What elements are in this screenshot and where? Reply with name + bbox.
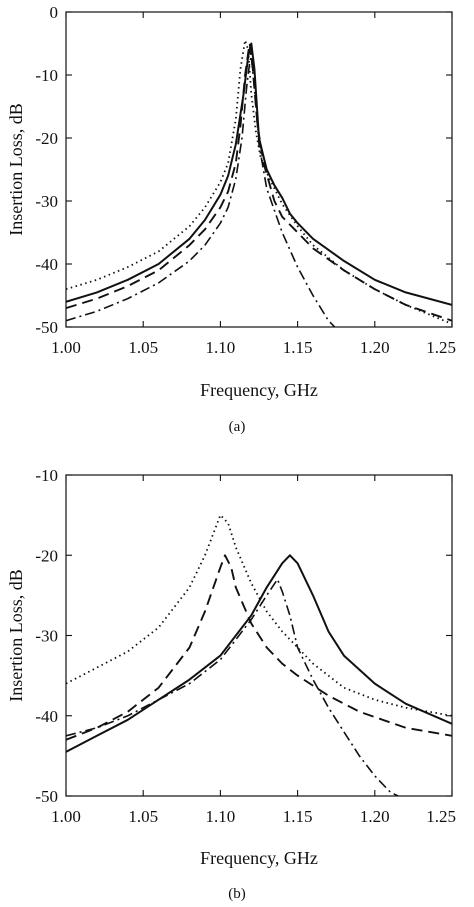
y-tick-label: -40	[35, 255, 58, 274]
x-tick-label: 1.25	[426, 807, 456, 826]
y-tick-label: -30	[35, 627, 58, 646]
x-tick-label: 1.10	[206, 807, 236, 826]
x-tick-label: 1.05	[128, 807, 158, 826]
x-tick-label: 1.20	[360, 338, 390, 357]
y-tick-label: -10	[35, 466, 58, 485]
y-tick-label: -30	[35, 192, 58, 211]
x-tick-label: 1.15	[283, 338, 313, 357]
series-line-dashed	[66, 42, 452, 322]
series-line-solid	[66, 554, 452, 753]
y-tick-label: 0	[50, 3, 59, 22]
series-line-dash-dot	[66, 578, 399, 796]
x-tick-label: 1.20	[360, 807, 390, 826]
y-tick-label: -50	[35, 787, 58, 806]
x-axis-title: Frequency, GHz	[200, 380, 318, 400]
figure-caption: (a)	[229, 419, 246, 435]
y-tick-label: -50	[35, 318, 58, 337]
x-tick-label: 1.10	[206, 338, 236, 357]
x-tick-label: 1.00	[51, 338, 81, 357]
y-tick-label: -40	[35, 707, 58, 726]
chart-0: 1.00 1.05 1.10 1.15 1.20 1.25 0 -10 -20 -30 -40 -50…	[6, 3, 456, 435]
series-line-solid	[66, 42, 452, 306]
series-line-dotted	[66, 514, 452, 717]
series-line-dash-dot	[66, 55, 336, 327]
x-tick-label: 1.05	[128, 338, 158, 357]
series-line-dotted	[66, 39, 452, 325]
y-axis-title: Insertion Loss, dB	[6, 103, 26, 236]
x-tick-label: 1.25	[426, 338, 456, 357]
y-axis-title: Insertion Loss, dB	[6, 569, 26, 702]
y-tick-label: -10	[35, 66, 58, 85]
x-axis-title: Frequency, GHz	[200, 848, 318, 868]
figure-caption: (b)	[228, 886, 246, 902]
plot-frame	[65, 11, 453, 328]
x-tick-label: 1.00	[51, 807, 81, 826]
y-tick-label: -20	[35, 546, 58, 565]
series-line-dashed	[66, 554, 452, 741]
y-tick-label: -20	[35, 129, 58, 148]
x-tick-label: 1.15	[283, 807, 313, 826]
chart-1: 1.00 1.05 1.10 1.15 1.20 1.25 -10 -20 -30 -40 -50 F…	[6, 466, 456, 902]
